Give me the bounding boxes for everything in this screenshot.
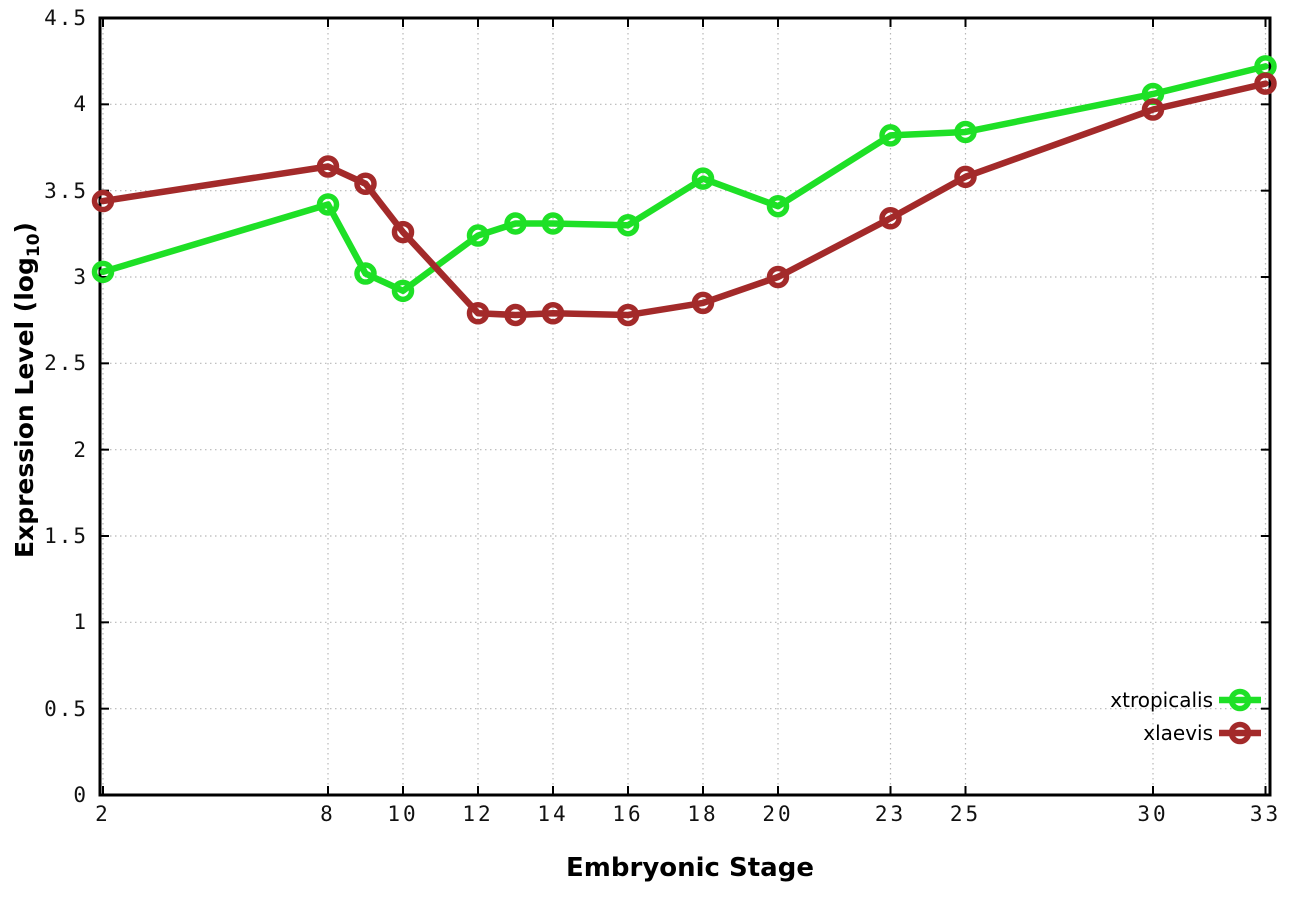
x-tick-label: 23 bbox=[874, 802, 907, 826]
legend-label-xlaevis: xlaevis bbox=[1143, 721, 1213, 745]
y-axis-title-subscript: 10 bbox=[24, 233, 44, 258]
data-point-xlaevis bbox=[954, 165, 977, 189]
series-line-xtropicalis bbox=[99, 63, 1269, 295]
data-point-xtropicalis bbox=[954, 120, 977, 144]
data-point-xlaevis bbox=[504, 303, 527, 327]
x-tick-label: 33 bbox=[1249, 802, 1282, 826]
data-point-xtropicalis bbox=[504, 212, 527, 235]
data-point-xtropicalis bbox=[354, 262, 377, 285]
data-point-xtropicalis bbox=[91, 260, 115, 284]
y-tick-label: 3.5 bbox=[44, 178, 88, 203]
data-point-xlaevis bbox=[541, 302, 565, 325]
data-point-xlaevis bbox=[616, 303, 640, 327]
series-line-xlaevis bbox=[99, 80, 1269, 319]
data-point-xtropicalis bbox=[766, 194, 790, 218]
y-tick-label: 4.5 bbox=[44, 6, 88, 30]
x-tick-label: 14 bbox=[537, 802, 569, 826]
y-tick-label: 1.5 bbox=[44, 524, 88, 548]
x-tick-label: 8 bbox=[320, 802, 336, 826]
x-tick-label: 30 bbox=[1137, 802, 1169, 826]
y-tick-label: 0 bbox=[73, 783, 88, 807]
legend-sample-marker-xlaevis bbox=[1228, 721, 1252, 745]
data-point-xlaevis bbox=[879, 207, 902, 230]
y-tick-label: 0.5 bbox=[44, 696, 88, 721]
x-tick-label: 16 bbox=[612, 802, 644, 826]
data-point-xtropicalis bbox=[316, 193, 340, 216]
y-axis-title-text: Expression Level (log bbox=[10, 257, 39, 558]
data-point-xlaevis bbox=[354, 172, 377, 196]
legend-sample-marker-xtropicalis bbox=[1228, 688, 1252, 712]
data-point-xlaevis bbox=[1254, 72, 1277, 95]
x-tick-label: 25 bbox=[949, 802, 982, 826]
data-point-xtropicalis bbox=[616, 213, 640, 237]
legend-label-xtropicalis: xtropicalis bbox=[1110, 688, 1213, 712]
x-axis-title: Embryonic Stage bbox=[566, 853, 814, 883]
data-point-xlaevis bbox=[91, 189, 115, 213]
data-point-xlaevis bbox=[1141, 98, 1165, 121]
data-point-xtropicalis bbox=[466, 224, 490, 247]
plot-border bbox=[98, 16, 1272, 797]
data-point-xlaevis bbox=[391, 220, 415, 244]
x-tick-label: 20 bbox=[762, 802, 794, 826]
x-tick-label: 2 bbox=[95, 802, 111, 826]
data-point-xlaevis bbox=[466, 302, 490, 325]
x-tick-label: 18 bbox=[687, 802, 719, 826]
y-tick-label: 2 bbox=[73, 437, 88, 462]
y-tick-label: 1 bbox=[73, 610, 88, 635]
data-point-xlaevis bbox=[316, 155, 340, 178]
data-point-xlaevis bbox=[766, 265, 790, 289]
data-point-xtropicalis bbox=[541, 212, 565, 235]
y-axis-title-close: ) bbox=[10, 222, 39, 234]
data-point-xlaevis bbox=[691, 291, 715, 315]
x-tick-label: 10 bbox=[387, 802, 419, 826]
y-tick-label: 2.5 bbox=[44, 351, 88, 376]
y-tick-label: 4 bbox=[73, 92, 88, 117]
y-tick-label: 3 bbox=[73, 265, 88, 289]
data-point-xtropicalis bbox=[691, 167, 715, 190]
data-point-xtropicalis bbox=[391, 279, 415, 303]
x-tick-label: 12 bbox=[462, 802, 494, 826]
data-point-xtropicalis bbox=[879, 124, 902, 147]
